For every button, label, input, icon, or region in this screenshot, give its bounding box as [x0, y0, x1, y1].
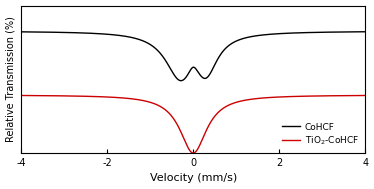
- TiO$_2$-CoHCF: [353, 94, 357, 97]
- Line: TiO$_2$-CoHCF: TiO$_2$-CoHCF: [21, 95, 365, 153]
- CoHCF: [269, 33, 273, 35]
- CoHCF: [183, 77, 187, 80]
- CoHCF: [166, 64, 171, 67]
- CoHCF: [163, 60, 168, 62]
- TiO$_2$-CoHCF: [363, 94, 368, 97]
- TiO$_2$-CoHCF: [183, 139, 187, 142]
- CoHCF: [179, 80, 183, 82]
- TiO$_2$-CoHCF: [163, 109, 168, 111]
- TiO$_2$-CoHCF: [166, 112, 171, 114]
- CoHCF: [363, 31, 368, 33]
- TiO$_2$-CoHCF: [191, 152, 196, 154]
- CoHCF: [19, 31, 23, 33]
- TiO$_2$-CoHCF: [335, 94, 340, 97]
- TiO$_2$-CoHCF: [269, 96, 273, 98]
- Line: CoHCF: CoHCF: [21, 32, 365, 81]
- Y-axis label: Relative Transmission (%): Relative Transmission (%): [6, 16, 16, 142]
- TiO$_2$-CoHCF: [19, 94, 23, 97]
- CoHCF: [335, 31, 340, 33]
- X-axis label: Velocity (mm/s): Velocity (mm/s): [150, 174, 237, 184]
- Legend: CoHCF, TiO$_2$-CoHCF: CoHCF, TiO$_2$-CoHCF: [280, 121, 361, 149]
- CoHCF: [353, 31, 357, 33]
